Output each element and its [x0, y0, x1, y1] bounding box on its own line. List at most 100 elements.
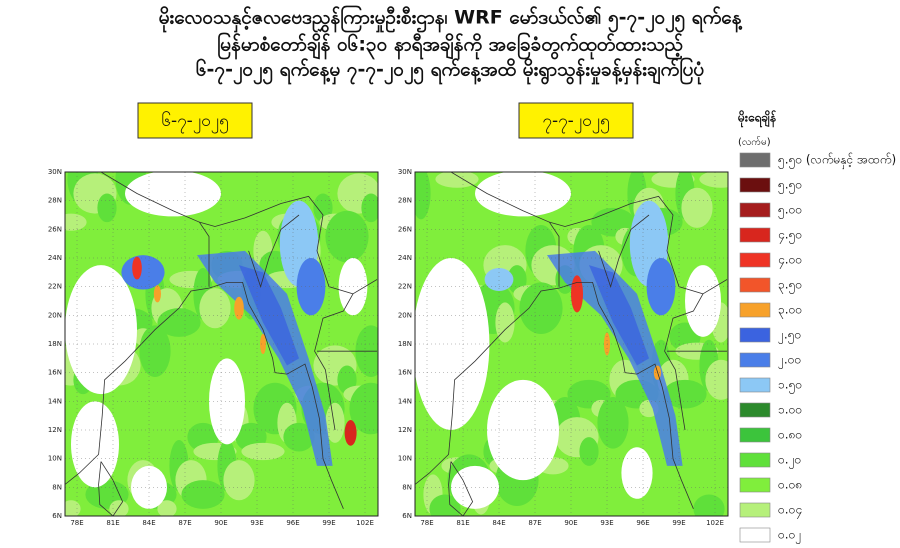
rain-patch: [121, 255, 165, 290]
legend-swatch: [739, 377, 771, 393]
lon-label: 99E: [672, 519, 685, 527]
lat-label: 28N: [398, 197, 412, 205]
lon-label: 93E: [600, 519, 613, 527]
lon-label: 81E: [456, 519, 469, 527]
lon-label: 84E: [142, 519, 155, 527]
lon-label: 102E: [356, 519, 374, 527]
legend-swatch: [739, 152, 771, 168]
legend-swatch: [739, 327, 771, 343]
rain-patch: [97, 193, 117, 223]
legend-label: ၁.၀၀: [778, 403, 802, 417]
lat-label: 10N: [48, 455, 62, 463]
dry-area: [475, 172, 571, 217]
dry-area: [125, 172, 221, 217]
lat-label: 20N: [398, 311, 412, 319]
legend-title: မိုးရေချိန်: [737, 109, 777, 129]
legend-label: ၃.၀၀: [778, 303, 802, 320]
legend-label: ၅.၅၀ (လက်မနှင့် အထက်): [778, 152, 896, 170]
lon-label: 93E: [250, 519, 263, 527]
legend-label: ၁.၅၀: [778, 378, 802, 395]
dry-area: [65, 265, 137, 395]
legend-swatch: [739, 402, 771, 418]
lon-label: 84E: [492, 519, 505, 527]
title-line: ၆-၇-၂၀၂၅ ရက်နေ့မှ ၇-၇-၂၀၂၅ ရက်နေ့အထိ မို…: [196, 56, 704, 86]
legend-swatch: [739, 352, 771, 368]
legend-unit: (လက်မ): [738, 135, 771, 148]
lat-label: 26N: [398, 225, 412, 233]
rain-patch: [223, 460, 255, 501]
lat-label: 14N: [398, 397, 412, 405]
border: [450, 172, 560, 287]
rain-patch: [699, 172, 728, 188]
lon-label: 81E: [106, 519, 119, 527]
rain-patch: [705, 359, 728, 400]
lat-label: 12N: [48, 426, 62, 434]
rain-patch: [429, 494, 461, 516]
border: [100, 172, 210, 287]
dry-area: [685, 265, 721, 337]
lat-label: 22N: [48, 283, 62, 291]
heavy-rain: [153, 285, 161, 303]
rain-patch: [181, 480, 225, 509]
legend-swatch: [739, 452, 771, 468]
dry-area: [209, 358, 245, 445]
lat-label: 14N: [48, 397, 62, 405]
legend-label: ၀.၀၂: [778, 528, 801, 545]
lon-label: 96E: [636, 519, 649, 527]
lat-label: 10N: [398, 455, 412, 463]
border: [199, 195, 354, 431]
rain-patch: [65, 213, 87, 231]
lat-label: 24N: [398, 254, 412, 262]
lon-label: 102E: [706, 519, 724, 527]
legend-label: ၃.၅၀: [778, 278, 802, 295]
rain-patch: [495, 302, 515, 343]
panel-label-box: [518, 102, 634, 139]
legend-swatch: [739, 252, 771, 268]
legend-swatch: [739, 277, 771, 293]
panel-label: ၆-၇-၂၀၂၅: [161, 110, 228, 134]
map: [65, 172, 378, 516]
dry-area: [415, 258, 490, 430]
border: [549, 195, 704, 431]
legend-swatch: [739, 427, 771, 443]
rain-patch: [349, 382, 378, 435]
panel-label: ၇-၇-၂၀၂၅: [542, 111, 609, 134]
legend-swatch: [739, 502, 771, 518]
rain-patch: [681, 187, 713, 228]
heavy-rain: [260, 333, 266, 355]
heavy-rain: [132, 256, 142, 280]
rain-patch: [597, 397, 629, 449]
panel-label-box: [137, 102, 253, 139]
lat-label: 18N: [398, 340, 412, 348]
legend-label: ၂.၀၀: [778, 353, 801, 370]
legend-label: ၀.၂၀: [778, 453, 801, 470]
border: [415, 281, 694, 509]
lon-label: 78E: [70, 519, 83, 527]
rain-patch: [157, 500, 177, 516]
lat-label: 16N: [398, 369, 412, 377]
legend-swatch: [739, 202, 771, 218]
border: [65, 281, 344, 509]
legend-swatch: [739, 477, 771, 493]
rain-patch: [65, 500, 81, 516]
rain-patch: [296, 258, 326, 316]
lat-label: 8N: [402, 483, 412, 491]
rain-patch: [109, 500, 129, 516]
heavy-rain: [571, 275, 583, 313]
legend-label: ၀.၀၈: [778, 478, 802, 492]
rain-patch: [325, 402, 345, 443]
rain-patch: [283, 422, 315, 452]
rain-patch: [415, 172, 431, 220]
lat-label: 28N: [48, 197, 62, 205]
lon-label: 99E: [322, 519, 335, 527]
lat-label: 8N: [52, 483, 62, 491]
map-frame: [414, 171, 729, 517]
legend-swatch: [739, 527, 771, 543]
legend-label: ၀.၈၀: [778, 428, 802, 442]
rain-patch: [484, 268, 514, 291]
map: [415, 172, 728, 516]
heavy-rain: [234, 296, 244, 320]
legend-swatch: [739, 302, 771, 318]
rain-patch: [139, 325, 171, 377]
legend-label: ၅.၅၀: [778, 178, 802, 195]
